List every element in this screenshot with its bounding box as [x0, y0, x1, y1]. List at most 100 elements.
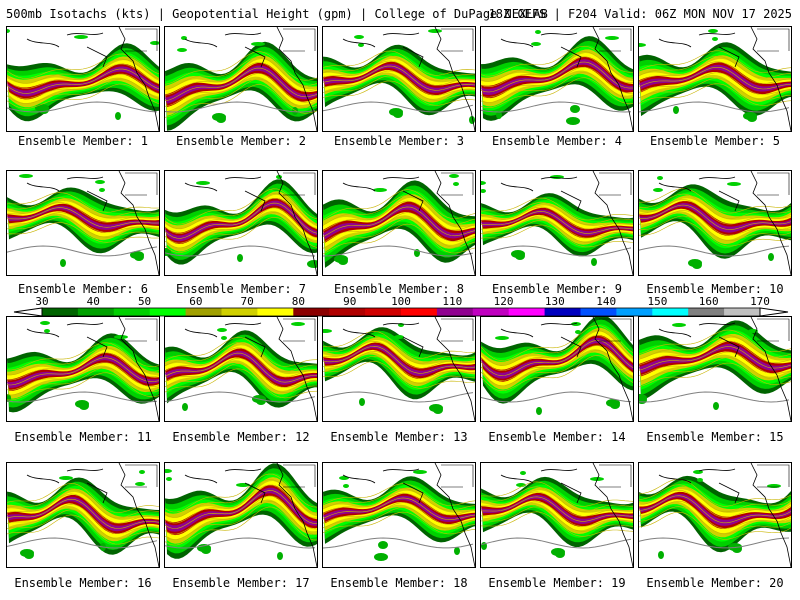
header-title: 500mb Isotachs (kts) | Geopotential Heig… — [6, 7, 548, 21]
isotach-blob — [768, 253, 774, 261]
height-contour-line — [323, 223, 475, 255]
ensemble-member-map — [6, 462, 160, 568]
ensemble-member-caption: Ensemble Member: 15 — [646, 430, 784, 444]
height-contour-line — [323, 511, 475, 535]
height-contour-line — [7, 347, 159, 376]
gray-height-contour — [481, 391, 632, 403]
jet-isotach-band — [323, 344, 475, 376]
isotach-blob — [44, 329, 50, 333]
isotach-blob — [217, 328, 227, 332]
gray-height-contour — [165, 245, 316, 257]
ensemble-member-map — [480, 462, 634, 568]
height-contour-line — [639, 61, 791, 84]
height-contour-line — [165, 506, 317, 546]
height-contour-line — [481, 350, 633, 387]
isotach-blob — [59, 476, 73, 480]
isotach-blob — [639, 394, 647, 402]
coastline — [26, 27, 159, 131]
height-contour-line — [165, 368, 317, 399]
colorbar-segment — [149, 308, 187, 316]
gray-height-contour — [481, 101, 632, 113]
height-contour-line — [165, 212, 317, 249]
height-contour-line — [481, 511, 633, 537]
coastline — [500, 463, 633, 567]
height-contour-line — [481, 202, 633, 225]
height-contour-line — [481, 486, 633, 512]
jet-isotach-band — [639, 344, 791, 374]
colorbar-tick-label: 60 — [189, 295, 203, 308]
jet-isotach-band — [481, 337, 633, 379]
isotach-blob — [359, 398, 365, 406]
ensemble-member-map — [480, 316, 634, 422]
isotach-blob — [657, 176, 663, 180]
height-contour-line — [323, 330, 475, 359]
gray-height-contour — [639, 101, 790, 113]
isotach-blob — [672, 323, 686, 327]
isotach-blob — [150, 41, 159, 45]
coastline — [500, 317, 633, 421]
jet-isotach-band — [323, 204, 475, 240]
political-border — [441, 464, 474, 488]
colorbar-segment — [688, 308, 725, 316]
isotach-blob — [197, 544, 211, 552]
political-border — [441, 28, 474, 52]
isotach-blob — [570, 105, 580, 113]
jet-isotach-band — [7, 355, 159, 388]
colorbar-segment — [652, 308, 689, 316]
height-contour-line — [7, 504, 159, 535]
isotach-blob — [511, 250, 525, 258]
jet-isotach-band — [323, 495, 475, 522]
ensemble-member-caption: Ensemble Member: 11 — [14, 430, 152, 444]
height-contour-line — [481, 345, 633, 382]
isotach-blob — [605, 36, 619, 40]
isotach-blob — [114, 335, 128, 339]
height-contour-line — [323, 350, 475, 379]
ensemble-member-map — [322, 26, 476, 132]
isotach-blob — [428, 29, 442, 33]
header-valid-time: 18Z GEFS | F204 Valid: 06Z MON NOV 17 20… — [488, 7, 792, 21]
isotach-map-canvas — [165, 171, 317, 275]
ensemble-member-caption: Ensemble Member: 13 — [330, 430, 468, 444]
isotach-blob — [449, 174, 459, 178]
isotach-blob — [536, 407, 542, 415]
ensemble-member-caption: Ensemble Member: 17 — [172, 576, 310, 590]
colorbar-segment — [508, 308, 546, 316]
coastline — [658, 317, 791, 421]
colorbar-tick-label: 110 — [442, 295, 463, 308]
height-contour-line — [165, 216, 317, 253]
height-contour-line — [7, 367, 159, 396]
colorbar-tick-label: 130 — [544, 295, 565, 308]
political-border — [757, 172, 790, 196]
height-contour-line — [323, 218, 475, 249]
gray-height-contour — [323, 245, 474, 257]
height-contour-line — [7, 222, 159, 243]
coastline — [658, 27, 791, 131]
ensemble-member-caption: Ensemble Member: 4 — [491, 134, 623, 148]
gray-height-contour — [481, 245, 632, 257]
height-contour-line — [639, 199, 791, 225]
jet-isotach-band — [165, 62, 317, 107]
isotach-blob — [639, 43, 646, 47]
gray-height-contour — [639, 537, 790, 549]
jet-isotach-band — [323, 63, 475, 93]
ensemble-member-map — [638, 170, 792, 276]
height-contour-line — [165, 352, 317, 383]
height-contour-line — [639, 335, 791, 360]
isotach-blob — [358, 43, 364, 47]
jet-isotach-band — [639, 203, 791, 233]
isotach-blob — [236, 483, 250, 487]
ensemble-member-map — [6, 26, 160, 132]
colorbar-segment — [472, 308, 510, 316]
isotach-map-canvas — [323, 463, 475, 567]
colorbar-tick-label: 120 — [493, 295, 514, 308]
isotach-blob — [378, 541, 388, 549]
height-contour-line — [639, 193, 791, 219]
jet-isotach-band — [7, 495, 159, 534]
height-contour-line — [481, 325, 633, 362]
ensemble-member-map — [322, 170, 476, 276]
political-border — [283, 172, 316, 196]
colorbar-segment — [293, 308, 330, 316]
height-contour-line — [639, 72, 791, 95]
gray-height-contour — [639, 391, 790, 403]
isotach-blob — [20, 549, 34, 557]
